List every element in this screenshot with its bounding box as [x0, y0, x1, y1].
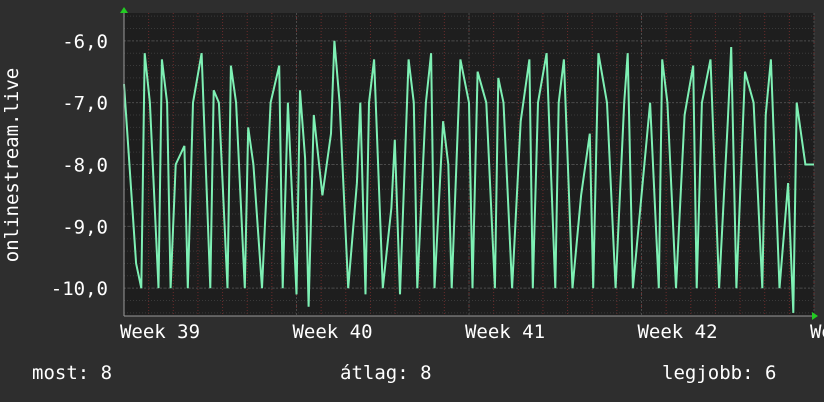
series-line — [123, 40, 814, 313]
legend-average-label: átlag: — [340, 362, 409, 384]
legend-average-value: 8 — [420, 362, 432, 384]
legend-best: legjobb: 6 — [662, 362, 776, 384]
legend-now-value: 8 — [100, 362, 113, 384]
y-tick-label: -9,0 — [62, 216, 108, 238]
y-tick-label: -6,0 — [62, 31, 108, 53]
legend-now: most: 8 — [32, 362, 112, 384]
x-tick-label: Week 43 — [810, 321, 824, 343]
y-tick-label: -10,0 — [51, 278, 108, 300]
legend-average: átlag: 8 — [340, 362, 432, 384]
x-tick-label: Week 41 — [465, 321, 545, 343]
legend-now-label: most: — [32, 362, 90, 384]
y-axis-title: onlinestream.live — [1, 68, 23, 262]
y-axis-ticks: -6,0 -7,0 -8,0 -9,0 -10,0 — [51, 31, 108, 300]
y-axis-arrow — [120, 7, 128, 13]
x-axis-ticks: Week 39 Week 40 Week 41 Week 42 Week 43 — [120, 321, 824, 343]
y-tick-label: -8,0 — [62, 155, 108, 177]
y-tick-label: -7,0 — [62, 93, 108, 115]
legend-best-label: legjobb: — [662, 362, 754, 384]
x-axis-arrow — [812, 312, 818, 320]
x-tick-label: Week 40 — [292, 321, 372, 343]
x-tick-label: Week 42 — [637, 321, 717, 343]
legend-best-value: 6 — [764, 362, 777, 384]
x-tick-label: Week 39 — [120, 321, 200, 343]
